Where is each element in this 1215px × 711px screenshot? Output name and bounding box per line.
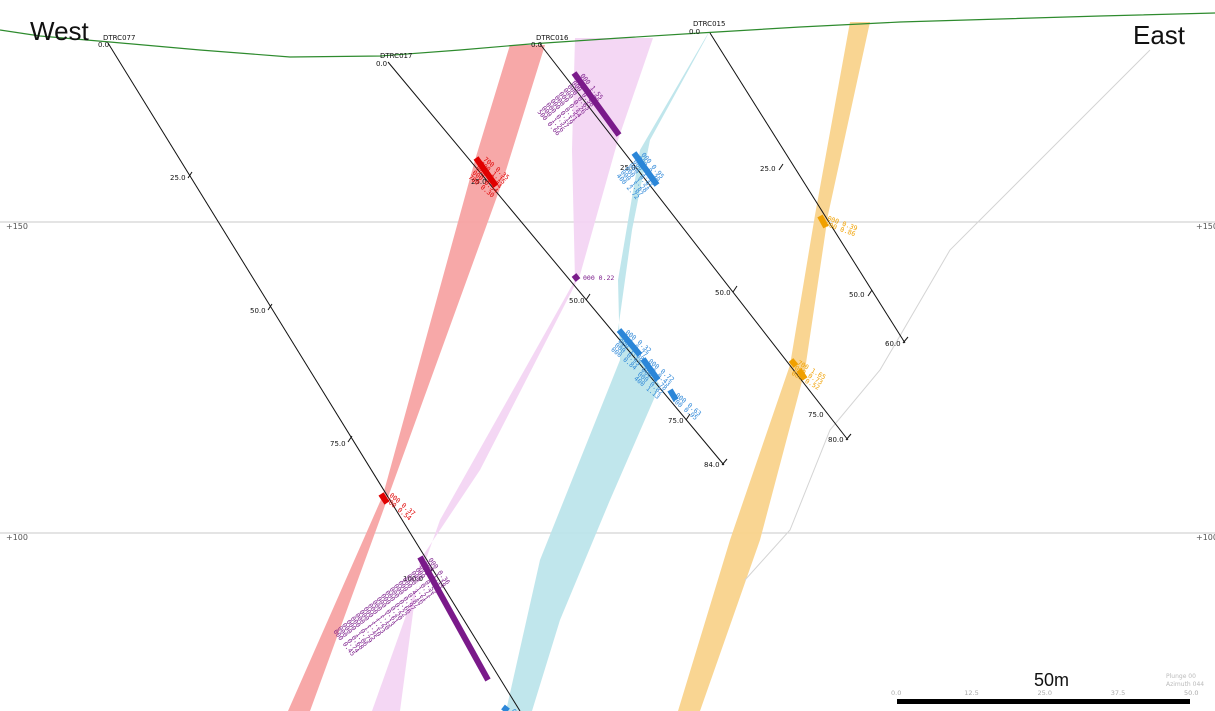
plunge-label: Plunge 00 (1166, 673, 1196, 680)
assay-bar-dtrc077-blue (501, 704, 510, 711)
depth-label-dtrc017-75: 75.0 (668, 417, 684, 425)
depth-label-dtrc016-75: 75.0 (808, 411, 824, 419)
depth-label-dtrc015-25: 25.0 (760, 165, 776, 173)
depth-tick (685, 413, 691, 421)
depth-label-dtrc016-25: 25.0 (620, 164, 636, 172)
scale-bar (897, 699, 1190, 704)
hole-collar-depth-dtrc017: 0.0 (376, 60, 387, 68)
elevation-label-150-right: +150 (1196, 222, 1215, 231)
depth-tick (902, 336, 909, 344)
hole-collar-depth-dtrc077: 0.0 (98, 41, 109, 49)
depth-label-dtrc017-50: 50.0 (569, 297, 585, 305)
hole-collar-depth-dtrc015: 0.0 (689, 28, 700, 36)
assay-bar-dtrc016-orange-2 (796, 368, 808, 381)
depth-label-dtrc077-50: 50.0 (250, 307, 266, 315)
west-label: West (30, 16, 89, 46)
scale-tick-label: 0.0 (891, 689, 901, 697)
azimuth-label: Azimuth 044 (1166, 681, 1205, 688)
depth-end-dtrc016: 80.0 (828, 436, 844, 444)
trace-line-east (744, 49, 1151, 581)
depth-tick (732, 285, 738, 293)
depth-label-dtrc015-50: 50.0 (849, 291, 865, 299)
assay-label: 000 0.22 (583, 274, 614, 282)
hole-collar-depth-dtrc016: 0.0 (531, 41, 542, 49)
assay-bar-dtrc017-red (473, 156, 499, 188)
depth-label-dtrc077-25: 25.0 (170, 174, 186, 182)
zone-pink (372, 38, 653, 711)
zone-red (288, 45, 545, 711)
depth-tick (867, 289, 873, 297)
depth-tick (187, 171, 193, 179)
assay-bar-dtrc077-purple (417, 555, 491, 682)
hole-label-dtrc016: DTRC016 (536, 34, 569, 42)
depth-label-dtrc016-50: 50.0 (715, 289, 731, 297)
scale-tick-label: 25.0 (1038, 689, 1052, 697)
depth-label-dtrc077-75: 75.0 (330, 440, 346, 448)
assay-bar-dtrc017-blue-2 (640, 357, 661, 382)
depth-end-dtrc017: 84.0 (704, 461, 720, 469)
assay-bar-dtrc016-orange-1 (788, 358, 799, 368)
assay-bar-dtrc017-blue-1 (616, 328, 643, 357)
elevation-label-150-left: +150 (6, 222, 28, 231)
depth-tick (585, 293, 591, 301)
assay-bar-dtrc077-red (378, 492, 390, 505)
depth-tick (778, 163, 784, 171)
depth-tick (845, 433, 852, 441)
depth-end-dtrc015: 60.0 (885, 340, 901, 348)
zone-orange (678, 22, 870, 711)
assay-bar-dtrc017-blue-3 (667, 388, 679, 402)
scale-tick-label: 50.0 (1184, 689, 1198, 697)
topography-line (0, 12, 1215, 58)
scale-title: 50m (1034, 670, 1070, 690)
assay-bar-dtrc016-blue (631, 151, 660, 187)
east-label: East (1133, 20, 1186, 50)
drill-trace-dtrc077 (107, 42, 521, 711)
assay-labels-a017-purple: 000 0.22 (583, 274, 614, 282)
depth-tick (267, 303, 273, 311)
assay-bar-dtrc016-purple (571, 71, 622, 137)
scale-tick-label: 12.5 (964, 689, 978, 697)
drill-trace-dtrc017 (387, 61, 725, 466)
elevation-label-100-right: +100 (1196, 533, 1215, 542)
drill-trace-dtrc015 (709, 32, 906, 344)
hole-label-dtrc017: DTRC017 (380, 52, 412, 60)
assay-bar-dtrc017-purple (571, 273, 581, 282)
depth-label-dtrc017-25: 25.0 (471, 178, 487, 186)
drill-trace-dtrc016 (539, 43, 849, 441)
assay-bar-dtrc015-orange (817, 214, 829, 229)
depth-tick (721, 458, 728, 466)
hole-label-dtrc077: DTRC077 (103, 34, 135, 42)
hole-label-dtrc015: DTRC015 (693, 20, 725, 28)
depth-label-dtrc077-100: 100.0 (403, 575, 423, 583)
depth-tick (347, 435, 353, 443)
elevation-label-100-left: +100 (6, 533, 28, 542)
scale-tick-label: 37.5 (1111, 689, 1125, 697)
zone-cyan (506, 30, 710, 711)
